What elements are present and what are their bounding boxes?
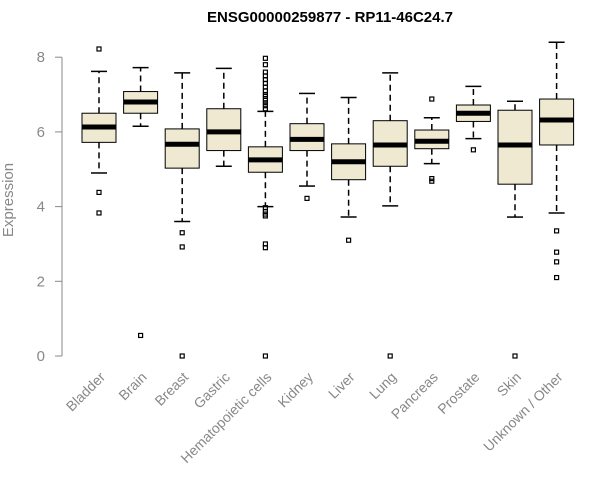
outlier-point — [179, 244, 185, 250]
x-category-label: Lung — [366, 369, 399, 402]
x-category-label: Bladder — [63, 369, 109, 415]
outlier-point — [387, 353, 393, 359]
box-group — [331, 96, 367, 243]
outlier-point — [470, 147, 476, 153]
box-group — [123, 66, 159, 339]
chart-title: ENSG00000259877 - RP11-46C24.7 — [207, 9, 453, 26]
outlier-point — [262, 62, 268, 68]
box-series — [81, 41, 575, 359]
outlier-point — [262, 353, 268, 359]
outlier-point — [96, 210, 102, 216]
box-group — [289, 92, 325, 201]
outlier-point — [179, 353, 185, 359]
box-group — [81, 46, 117, 216]
outlier-point — [96, 189, 102, 196]
x-category-label: Breast — [151, 369, 191, 409]
outlier-point — [262, 103, 268, 109]
x-category-label: Unknown / Other — [480, 369, 566, 455]
outlier-point — [262, 106, 268, 112]
outlier-point — [553, 274, 560, 281]
y-tick-label: 8 — [37, 49, 45, 66]
outlier-point — [429, 175, 435, 182]
outlier-point — [262, 97, 268, 103]
outlier-point — [553, 249, 560, 255]
outlier-point — [429, 178, 435, 184]
x-category-label: Kidney — [275, 369, 317, 411]
y-axis: 0 2 4 6 8 — [37, 49, 63, 365]
outlier-point — [96, 46, 102, 52]
outlier-point — [512, 353, 518, 359]
y-tick-label: 2 — [37, 273, 45, 290]
y-tick-label: 6 — [37, 124, 45, 141]
outlier-point — [262, 245, 268, 251]
y-tick-label: 0 — [37, 348, 45, 365]
box-group — [414, 96, 450, 184]
outlier-point — [304, 195, 310, 201]
box-group — [247, 55, 283, 359]
outlier-point — [262, 100, 268, 106]
box-group — [372, 72, 408, 359]
iqr-box — [164, 128, 200, 169]
x-category-label: Skin — [494, 369, 525, 400]
box-group — [164, 72, 200, 359]
outlier-point — [138, 332, 144, 339]
box-group — [497, 100, 533, 359]
y-tick-label: 4 — [37, 199, 45, 216]
x-category-label: Liver — [325, 369, 358, 402]
outlier-point — [429, 96, 435, 102]
outlier-point — [179, 230, 185, 236]
outlier-point — [553, 259, 560, 265]
box-group — [539, 41, 575, 281]
y-axis-label: Expression — [0, 163, 17, 237]
x-category-label: Prostate — [434, 369, 482, 417]
outlier-point — [346, 237, 352, 243]
outlier-point — [262, 213, 268, 219]
box-group — [455, 85, 491, 153]
outlier-point — [262, 55, 268, 61]
x-category-label: Brain — [115, 369, 149, 403]
outlier-point — [553, 228, 560, 234]
box-group — [206, 67, 242, 168]
